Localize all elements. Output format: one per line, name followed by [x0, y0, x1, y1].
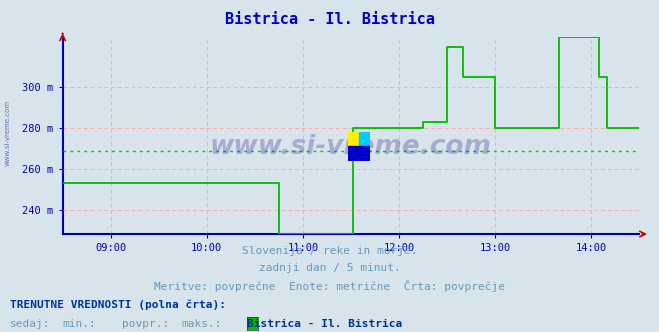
Text: Slovenija / reke in morje.: Slovenija / reke in morje. — [242, 246, 417, 256]
Text: min.:: min.: — [63, 319, 96, 329]
Text: Meritve: povprečne  Enote: metrične  Črta: povprečje: Meritve: povprečne Enote: metrične Črta:… — [154, 280, 505, 292]
Text: www.si-vreme.com: www.si-vreme.com — [210, 134, 492, 160]
Text: Bistrica - Il. Bistrica: Bistrica - Il. Bistrica — [225, 12, 434, 27]
Text: www.si-vreme.com: www.si-vreme.com — [5, 100, 11, 166]
Text: povpr.:: povpr.: — [122, 319, 169, 329]
Text: sedaj:: sedaj: — [10, 319, 50, 329]
Text: zadnji dan / 5 minut.: zadnji dan / 5 minut. — [258, 263, 401, 273]
Bar — [348, 146, 370, 161]
Text: Bistrica - Il. Bistrica: Bistrica - Il. Bistrica — [247, 319, 403, 329]
Text: TRENUTNE VREDNOSTI (polna črta):: TRENUTNE VREDNOSTI (polna črta): — [10, 299, 226, 310]
Text: maks.:: maks.: — [181, 319, 221, 329]
Bar — [359, 132, 370, 146]
Bar — [348, 132, 359, 146]
